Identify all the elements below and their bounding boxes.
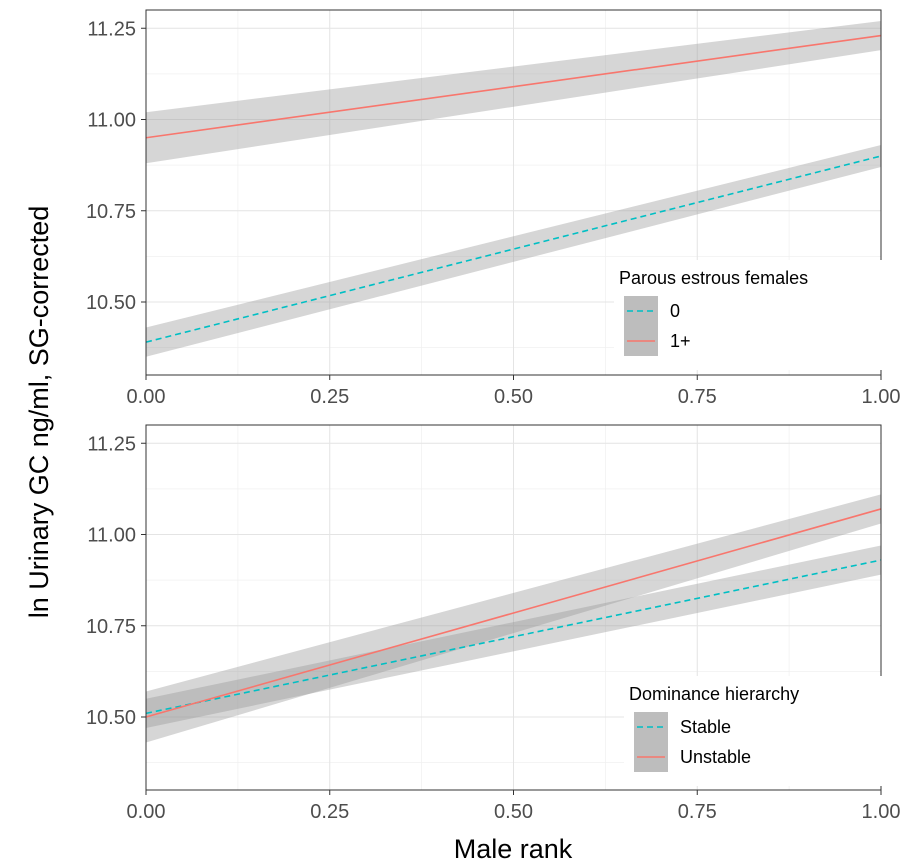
y-tick-label: 11.00 [87, 110, 136, 132]
legend: Parous estrous females 0 1+ [614, 260, 882, 370]
x-tick-label: 0.25 [310, 801, 349, 823]
x-axis-title: Male rank [454, 834, 573, 864]
legend-label: Stable [680, 717, 731, 737]
y-tick-label: 11.00 [87, 525, 136, 547]
plot-border [145, 424, 882, 791]
x-tick-label: 0.75 [678, 801, 717, 823]
x-tick-label: 0.00 [127, 801, 166, 823]
y-tick-label: 10.75 [86, 616, 136, 638]
confidence-band-0 [146, 145, 881, 357]
x-tick-label: 1.00 [862, 801, 901, 823]
panel-top: 0.00 0.25 0.50 0.75 1.00 10.50 10.75 11.00 11.25… [86, 9, 901, 408]
y-tick-label: 10.75 [86, 201, 136, 223]
y-tick-label: 11.25 [87, 18, 136, 40]
confidence-band-unstable [146, 494, 881, 743]
y-tick-label: 10.50 [86, 292, 136, 314]
series-line-stable [145, 559, 882, 715]
legend-background [614, 260, 882, 370]
series-line-0 [145, 155, 882, 343]
legend-label: 0 [670, 301, 680, 321]
legend: Dominance hierarchy Stable Unstable [624, 676, 882, 786]
legend-title: Dominance hierarchy [629, 684, 799, 704]
series-line-unstable [145, 508, 882, 718]
plot-border [145, 9, 882, 376]
series-line-1- [145, 34, 882, 139]
x-tick-label: 0.25 [310, 386, 349, 408]
legend-label: Unstable [680, 747, 751, 767]
y-tick-label: 10.50 [86, 707, 136, 729]
confidence-band-1- [146, 20, 881, 164]
x-tick-label: 0.00 [127, 386, 166, 408]
y-tick-label: 11.25 [87, 433, 136, 455]
y-axis-title: ln Urinary GC ng/ml, SG-corrected [24, 206, 54, 619]
panel-bottom: 0.00 0.25 0.50 0.75 1.00 10.50 10.75 11.00 11.25… [86, 424, 901, 823]
x-tick-label: 0.50 [494, 386, 533, 408]
x-tick-label: 0.75 [678, 386, 717, 408]
legend-title: Parous estrous females [619, 268, 808, 288]
x-tick-label: 1.00 [862, 386, 901, 408]
legend-label: 1+ [670, 331, 691, 351]
x-tick-label: 0.50 [494, 801, 533, 823]
